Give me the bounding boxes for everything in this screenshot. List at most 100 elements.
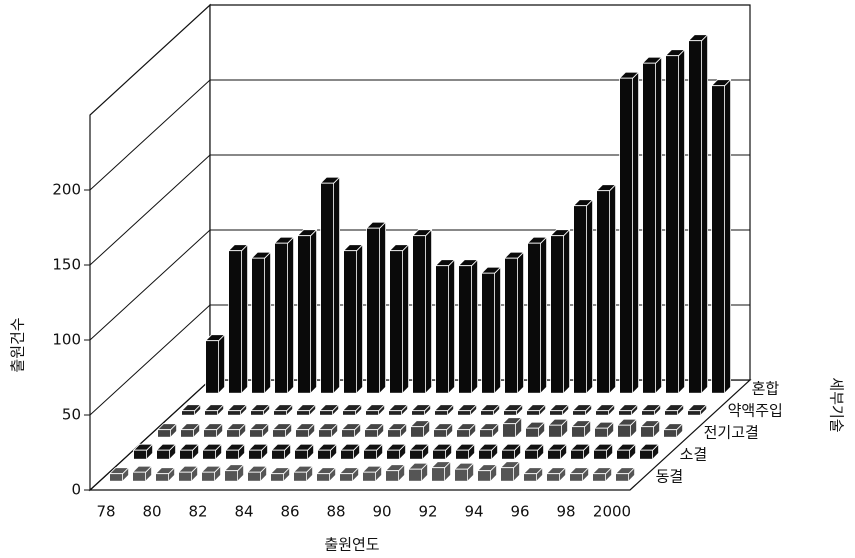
bar-side: [264, 251, 272, 395]
bar-front: [296, 410, 311, 416]
bar: [386, 422, 408, 439]
y-axis-title: 출원건수: [9, 317, 27, 372]
bar-front: [458, 265, 473, 394]
bar: [341, 403, 363, 417]
bar-front: [181, 410, 196, 416]
bar: [547, 418, 569, 439]
bar: [525, 403, 547, 417]
bar: [571, 403, 593, 417]
bar-front: [550, 235, 564, 394]
bar-front: [273, 410, 288, 416]
bar-front: [433, 429, 448, 438]
bar-front: [340, 449, 355, 460]
bar-front: [133, 449, 148, 460]
bar-front: [480, 410, 495, 416]
bar: [180, 403, 202, 417]
bar: [132, 443, 154, 461]
bar-front: [546, 473, 560, 482]
x-tick-label: 80: [142, 503, 161, 521]
bar: [663, 403, 685, 417]
bar-side: [724, 78, 731, 395]
bar: [433, 403, 455, 417]
bar-front: [297, 235, 312, 394]
bar-front: [342, 410, 357, 416]
bar: [154, 466, 176, 483]
bar: [385, 443, 407, 461]
bar-front: [385, 470, 400, 482]
bar: [410, 403, 432, 417]
bar: [409, 419, 431, 439]
bar: [568, 466, 590, 483]
bar-front: [318, 429, 333, 438]
bar: [434, 258, 456, 395]
bar-front: [203, 429, 218, 438]
bar: [500, 443, 522, 461]
bar-side: [241, 243, 249, 395]
bar-front: [569, 473, 583, 482]
bar: [273, 236, 295, 395]
bar-front: [202, 449, 217, 460]
bar: [430, 460, 452, 483]
bar-front: [411, 410, 426, 416]
x-tick-label: 98: [556, 503, 575, 521]
bar: [339, 443, 361, 461]
x-tick-label: 96: [510, 503, 529, 521]
bar-front: [570, 449, 584, 460]
bar-front: [549, 410, 563, 416]
bar: [248, 422, 270, 439]
x-axis-title: 출원연도: [324, 536, 379, 554]
bar: [227, 243, 249, 395]
bar: [202, 422, 224, 439]
bar: [247, 443, 269, 461]
bar: [384, 463, 406, 483]
bar-front: [501, 449, 516, 460]
bar-front: [688, 40, 702, 394]
x-tick-label: 82: [188, 503, 207, 521]
bar: [201, 443, 223, 461]
bar: [407, 462, 429, 483]
bar-front: [617, 424, 631, 438]
bar-front: [571, 426, 585, 438]
bar-side: [448, 258, 456, 395]
x-tick-label: 90: [372, 503, 391, 521]
bar: [364, 403, 386, 417]
bar-front: [250, 410, 265, 416]
bar: [270, 443, 292, 461]
bar-front: [109, 473, 123, 482]
bar-side: [540, 236, 547, 395]
bar: [292, 465, 314, 483]
bar: [526, 236, 548, 395]
legend-label: 전기고결: [704, 424, 759, 442]
bar: [591, 466, 613, 483]
bar: [203, 403, 225, 417]
bar: [338, 466, 360, 483]
bar: [362, 443, 384, 461]
bar-side: [517, 251, 524, 395]
bar-side: [310, 228, 318, 395]
bar-front: [618, 410, 632, 416]
bar-front: [339, 473, 354, 482]
bar: [223, 463, 245, 483]
bar: [641, 56, 663, 395]
z-axis-title: 세부기술: [828, 377, 846, 432]
x-tick-label: 94: [464, 503, 483, 521]
bar-side: [218, 333, 226, 395]
bar-front: [156, 449, 171, 460]
bar: [595, 183, 617, 395]
bar: [503, 251, 525, 395]
bar: [476, 463, 498, 483]
bar: [250, 251, 272, 395]
bar: [499, 460, 521, 483]
legend-label: 약액주입: [728, 402, 783, 420]
bar-front: [572, 410, 586, 416]
bar-front: [388, 410, 403, 416]
bar-front: [270, 473, 285, 482]
bar: [480, 266, 502, 395]
bar: [455, 422, 477, 439]
bar-front: [573, 205, 587, 394]
bar: [316, 443, 338, 461]
bar: [710, 78, 732, 395]
x-tick-label: 86: [280, 503, 299, 521]
bar-front: [179, 449, 194, 460]
bar: [523, 443, 545, 461]
